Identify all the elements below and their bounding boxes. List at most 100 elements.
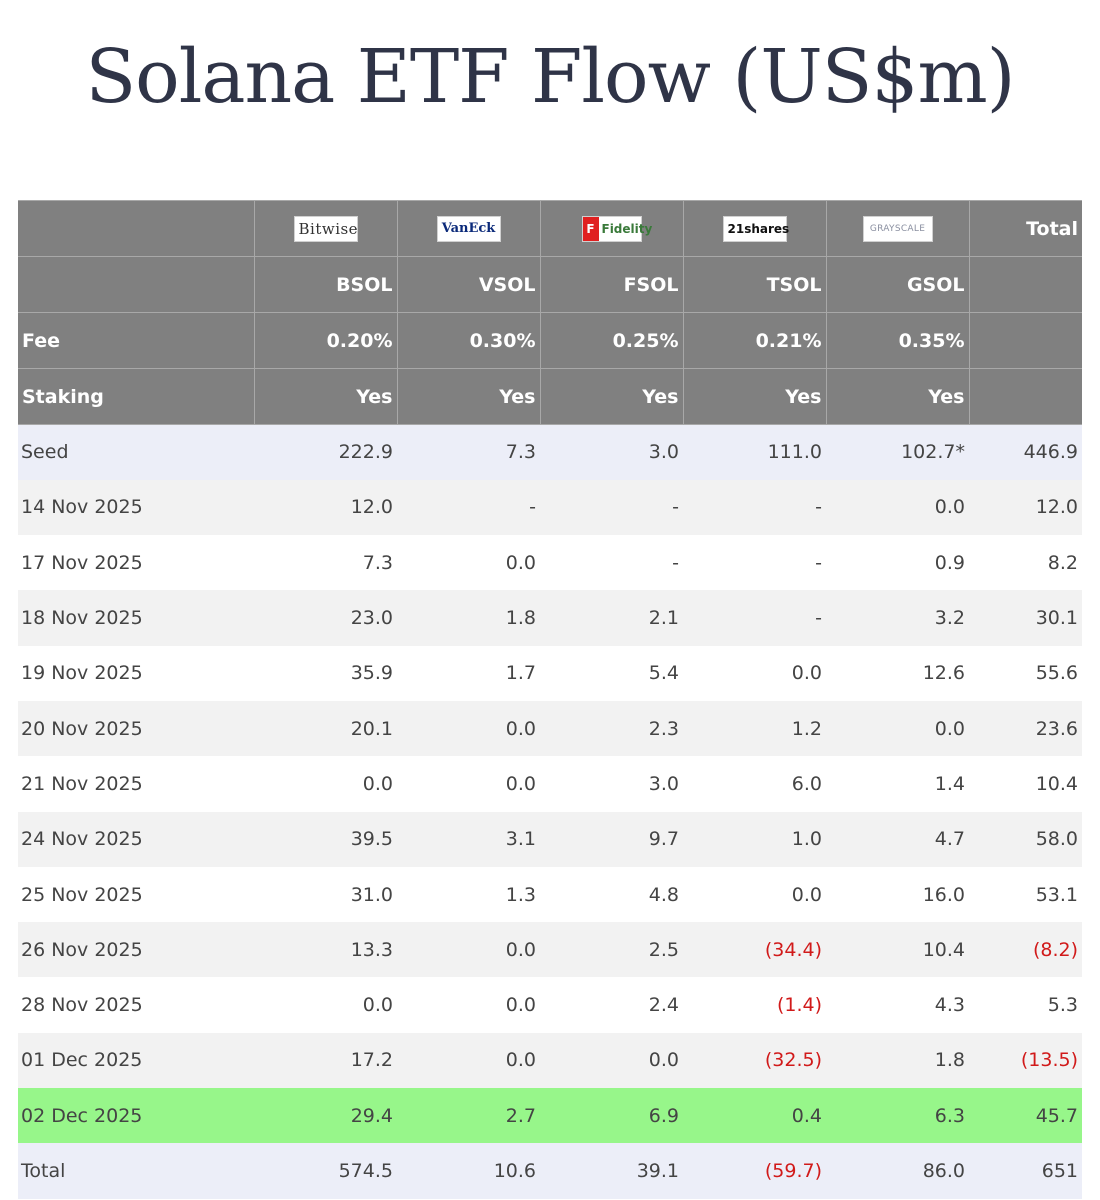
ticker-cell: TSOL <box>683 256 827 313</box>
row-label: 17 Nov 2025 <box>18 535 254 591</box>
value-cell: 1.0 <box>683 811 826 867</box>
table-row: 01 Dec 2025 17.2 0.0 0.0 (32.5) 1.8 (13.5) <box>18 1032 1082 1089</box>
value-cell: 2.7 <box>397 1088 540 1144</box>
issuer-cell-grayscale: GRAYSCALE <box>826 200 970 257</box>
value-cell: 4.3 <box>826 977 969 1033</box>
value-cell: - <box>540 535 683 591</box>
row-label: Total <box>18 1143 254 1199</box>
fee-cell: 0.21% <box>683 312 827 369</box>
value-cell: 1.8 <box>397 590 540 646</box>
value-cell: - <box>397 479 540 536</box>
issuer-logo-row: Bitwise VanEck F Fidelity 21shares GRAYSC… <box>18 200 1082 257</box>
fee-cell: 0.30% <box>397 312 541 369</box>
row-label: 25 Nov 2025 <box>18 866 254 923</box>
row-label: 18 Nov 2025 <box>18 590 254 646</box>
row-total-cell: 45.7 <box>969 1088 1082 1144</box>
issuer-cell-21shares: 21shares <box>683 200 827 257</box>
value-cell: 7.3 <box>254 535 397 591</box>
value-cell: 3.0 <box>540 756 683 812</box>
staking-cell: Yes <box>254 368 398 425</box>
value-cell: 39.1 <box>540 1143 683 1199</box>
value-cell: 6.0 <box>683 756 826 812</box>
row-total-cell: (13.5) <box>969 1032 1082 1089</box>
etf-flow-table: Bitwise VanEck F Fidelity 21shares GRAYSC… <box>18 200 1082 1199</box>
bitwise-logo: Bitwise <box>293 215 358 242</box>
value-cell: - <box>683 479 826 536</box>
fee-row: Fee 0.20% 0.30% 0.25% 0.21% 0.35% <box>18 312 1082 369</box>
value-cell: 1.7 <box>397 645 540 701</box>
staking-row-label: Staking <box>18 368 255 425</box>
fee-cell: 0.25% <box>540 312 684 369</box>
total-row: Total 574.5 10.6 39.1 (59.7) 86.0 651 <box>18 1143 1082 1199</box>
row-label: 24 Nov 2025 <box>18 811 254 867</box>
value-cell: 10.4 <box>826 922 969 978</box>
value-cell: (1.4) <box>683 977 826 1033</box>
table-row: 28 Nov 2025 0.0 0.0 2.4 (1.4) 4.3 5.3 <box>18 977 1082 1033</box>
value-cell: 6.9 <box>540 1088 683 1144</box>
row-total-cell: 5.3 <box>969 977 1082 1033</box>
value-cell: 4.8 <box>540 866 683 923</box>
table-row: 18 Nov 2025 23.0 1.8 2.1-3.2 30.1 <box>18 590 1082 646</box>
grayscale-logo: GRAYSCALE <box>862 215 933 242</box>
value-cell: 0.0 <box>683 866 826 923</box>
row-label: 21 Nov 2025 <box>18 756 254 812</box>
value-cell: 0.0 <box>397 922 540 978</box>
value-cell: (59.7) <box>683 1143 826 1199</box>
value-cell: 3.1 <box>397 811 540 867</box>
value-cell: 10.6 <box>397 1143 540 1199</box>
table-row: 19 Nov 2025 35.9 1.7 5.4 0.0 12.6 55.6 <box>18 645 1082 701</box>
value-cell: - <box>540 479 683 536</box>
value-cell: 0.0 <box>540 1032 683 1089</box>
page-title: Solana ETF Flow (US$m) <box>85 34 1015 120</box>
row-total-cell: 651 <box>969 1143 1082 1199</box>
row-total-cell: 23.6 <box>969 700 1082 757</box>
row-label: 20 Nov 2025 <box>18 700 254 757</box>
table-row: 25 Nov 2025 31.0 1.3 4.8 0.0 16.0 53.1 <box>18 866 1082 923</box>
value-cell: 0.4 <box>683 1088 826 1144</box>
fee-total-cell <box>969 312 1082 369</box>
row-label: 01 Dec 2025 <box>18 1032 254 1089</box>
row-label: Seed <box>18 424 254 480</box>
row-total-cell: 53.1 <box>969 866 1082 923</box>
value-cell: 20.1 <box>254 700 397 757</box>
table-row: 26 Nov 2025 13.3 0.0 2.5 (34.4) 10.4 (8.2) <box>18 922 1082 978</box>
value-cell: 222.9 <box>254 424 397 480</box>
issuer-cell-bitwise: Bitwise <box>254 200 398 257</box>
staking-cell: Yes <box>826 368 970 425</box>
highlighted-row: 02 Dec 2025 29.4 2.7 6.9 0.4 6.3 45.7 <box>18 1088 1082 1144</box>
value-cell: 23.0 <box>254 590 397 646</box>
row-total-cell: 55.6 <box>969 645 1082 701</box>
fee-row-label: Fee <box>18 312 255 369</box>
table-row: 21 Nov 2025 0.0 0.0 3.0 6.0 1.4 10.4 <box>18 756 1082 812</box>
row-total-cell: 12.0 <box>969 479 1082 536</box>
ticker-row: BSOL VSOL FSOL TSOL GSOL <box>18 256 1082 313</box>
fidelity-logo-text: Fidelity <box>601 221 653 236</box>
row-label: 02 Dec 2025 <box>18 1088 254 1144</box>
value-cell: 0.0 <box>826 479 969 536</box>
value-cell: 17.2 <box>254 1032 397 1089</box>
row-label: 28 Nov 2025 <box>18 977 254 1033</box>
21shares-logo: 21shares <box>722 215 789 242</box>
value-cell: 0.0 <box>254 756 397 812</box>
value-cell: 0.0 <box>397 1032 540 1089</box>
ticker-cell: BSOL <box>254 256 398 313</box>
table-row: 14 Nov 2025 12.0- - -0.0 12.0 <box>18 479 1082 536</box>
issuer-cell-vaneck: VanEck <box>397 200 541 257</box>
value-cell: 574.5 <box>254 1143 397 1199</box>
value-cell: 31.0 <box>254 866 397 923</box>
value-cell: 3.0 <box>540 424 683 480</box>
value-cell: - <box>683 590 826 646</box>
value-cell: 0.0 <box>397 700 540 757</box>
table-row: 24 Nov 2025 39.5 3.1 9.7 1.0 4.7 58.0 <box>18 811 1082 867</box>
row-label: 14 Nov 2025 <box>18 479 254 536</box>
table-row: 20 Nov 2025 20.1 0.0 2.3 1.2 0.0 23.6 <box>18 700 1082 757</box>
row-total-cell: 58.0 <box>969 811 1082 867</box>
value-cell: 1.4 <box>826 756 969 812</box>
value-cell: 35.9 <box>254 645 397 701</box>
value-cell: 0.0 <box>683 645 826 701</box>
value-cell: 102.7* <box>826 424 969 480</box>
row-label: 19 Nov 2025 <box>18 645 254 701</box>
staking-row: Staking Yes Yes Yes Yes Yes <box>18 368 1082 425</box>
ticker-cell: FSOL <box>540 256 684 313</box>
value-cell: 2.3 <box>540 700 683 757</box>
